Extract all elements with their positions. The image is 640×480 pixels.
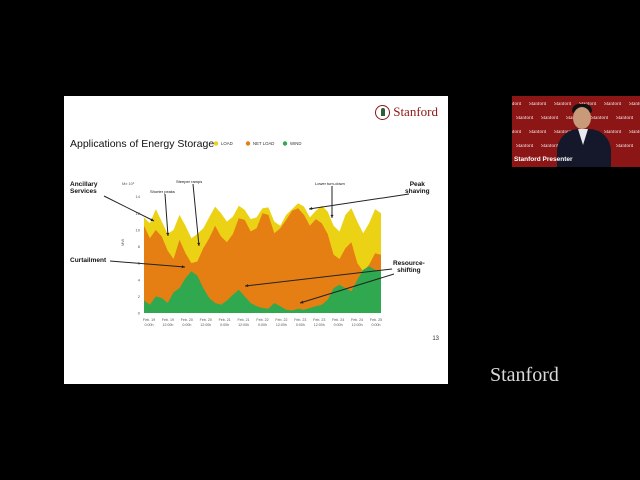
- legend-entry: LOAD: [221, 141, 233, 146]
- arrowhead-icon: [197, 242, 201, 246]
- backdrop-logo-text: Stanford: [541, 144, 559, 149]
- presenter-head: [573, 107, 591, 129]
- label-shorter-peaks: Shorter peaks: [150, 189, 175, 194]
- x-tick-label: Feb. 21: [237, 318, 249, 322]
- backdrop-logo-text: Stanford: [616, 116, 634, 121]
- presenter-shirt: [578, 129, 588, 145]
- page-number: 13: [432, 336, 439, 342]
- x-tick-label: Feb. 19: [162, 318, 174, 322]
- x-tick-label: Feb. 19: [143, 318, 155, 322]
- annotation-arrow: [164, 193, 169, 237]
- annotation-arrow: [244, 268, 393, 287]
- backdrop-logo-text: Stanford: [512, 130, 522, 135]
- x-tick-label: Feb. 24: [332, 318, 344, 322]
- y-axis-label: MW: [120, 239, 125, 246]
- y-unit-label: Mx 10³: [122, 181, 135, 186]
- annotation-arrow: [192, 183, 200, 247]
- x-tick-label: 0:00h: [372, 323, 381, 327]
- x-tick-label: 12:00h: [238, 323, 249, 327]
- y-tick-label: 8: [138, 244, 141, 249]
- backdrop-logo-text: Stanford: [554, 130, 572, 135]
- x-tick-label: Feb. 23: [294, 318, 306, 322]
- x-tick-label: 12:00h: [276, 323, 287, 327]
- presentation-slide: Stanford Applications of Energy Storage …: [64, 96, 448, 384]
- label-peak-shaving: Peak shaving: [405, 181, 430, 196]
- x-tick-label: 12:00h: [314, 323, 325, 327]
- slide-title: Applications of Energy Storage: [70, 138, 215, 150]
- arrowhead-icon: [245, 284, 249, 288]
- backdrop-logo-text: Stanford: [541, 116, 559, 121]
- y-tick-label: 10: [136, 227, 141, 232]
- legend-entry: WIND: [290, 141, 301, 146]
- arrowhead-icon: [181, 265, 185, 269]
- arrowhead-icon: [309, 207, 313, 211]
- backdrop-logo-text: Stanford: [516, 116, 534, 121]
- x-tick-label: 0:00h: [220, 323, 229, 327]
- legend-swatch: [282, 141, 288, 146]
- annotation-arrow: [109, 260, 186, 268]
- backdrop-logo-text: Stanford: [616, 144, 634, 149]
- backdrop-logo-text: Stanford: [629, 102, 640, 107]
- x-tick-label: Feb. 23: [313, 318, 325, 322]
- x-tick-label: Feb. 25: [370, 318, 382, 322]
- backdrop-logo-text: Stanford: [516, 144, 534, 149]
- legend-swatch: [245, 141, 251, 146]
- x-tick-label: 12:00h: [352, 323, 363, 327]
- x-tick-label: Feb. 21: [219, 318, 231, 322]
- x-tick-label: Feb. 20: [181, 318, 193, 322]
- x-tick-label: 0:00h: [258, 323, 267, 327]
- label-lower-turn-down: Lower turn-down: [315, 181, 345, 186]
- legend-swatch: [213, 141, 219, 146]
- backdrop-logo-text: Stanford: [554, 102, 572, 107]
- stanford-logo: Stanford: [375, 104, 438, 120]
- arrowhead-icon: [150, 218, 154, 221]
- backdrop-logo-text: Stanford: [604, 130, 622, 135]
- label-steeper-ramps: Steeper ramps: [176, 179, 203, 184]
- arrowhead-icon: [166, 232, 170, 236]
- backdrop-logo-text: Stanford: [529, 102, 547, 107]
- arrowhead-icon: [300, 300, 304, 304]
- x-tick-label: 0:00h: [182, 323, 191, 327]
- x-tick-label: Feb. 22: [256, 318, 268, 322]
- annotation-arrow: [308, 193, 410, 210]
- logo-text: Stanford: [393, 104, 438, 119]
- series-wind-area: [144, 266, 381, 313]
- backdrop-logo-text: Stanford: [629, 130, 640, 135]
- x-tick-label: Feb. 22: [275, 318, 287, 322]
- backdrop-logo-text: Stanford: [512, 102, 522, 107]
- label-curtailment: Curtailment: [70, 257, 107, 264]
- annotation-arrow: [103, 195, 155, 222]
- x-tick-label: 0:00h: [145, 323, 154, 327]
- x-tick-label: 12:00h: [162, 323, 173, 327]
- label-ancillary-services: Ancillary Services: [70, 181, 98, 196]
- presenter-webcam: Stanford Stanford Stanford Stanford Stanford…: [512, 96, 640, 167]
- backdrop-logo-text: Stanford: [529, 130, 547, 135]
- legend-entry: NET LOAD: [253, 141, 274, 146]
- series-net-load-area: [144, 208, 381, 313]
- backdrop-logo-text: Stanford: [591, 116, 609, 121]
- x-tick-label: Feb. 20: [200, 318, 212, 322]
- stanford-watermark: Stanford: [490, 364, 559, 386]
- arrowhead-icon: [330, 214, 334, 218]
- x-tick-label: 0:00h: [296, 323, 305, 327]
- webcam-caption: Stanford Presenter: [514, 156, 573, 163]
- y-tick-label: 0: [138, 311, 141, 316]
- backdrop-logo-text: Stanford: [604, 102, 622, 107]
- annotation-arrow: [299, 273, 395, 304]
- x-tick-label: Feb. 24: [351, 318, 363, 322]
- x-tick-label: 12:00h: [200, 323, 211, 327]
- y-tick-label: 14: [136, 194, 141, 199]
- stanford-seal-icon: [375, 104, 391, 120]
- label-resource-shifting: Resource- shifting: [393, 260, 425, 275]
- x-tick-label: 0:00h: [334, 323, 343, 327]
- y-tick-label: 4: [138, 277, 141, 282]
- y-tick-label: 2: [138, 294, 141, 299]
